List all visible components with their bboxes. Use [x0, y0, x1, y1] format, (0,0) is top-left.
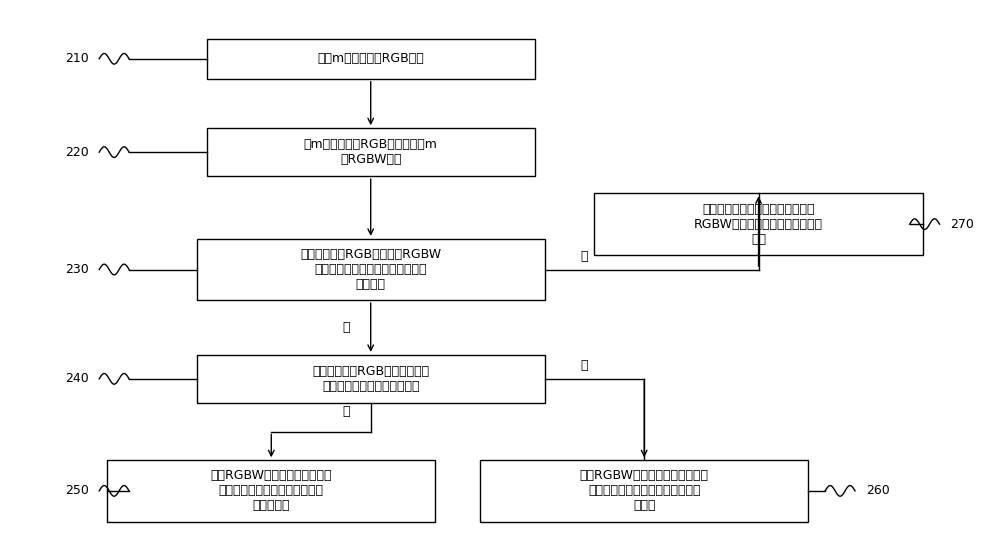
- Text: 是: 是: [342, 405, 350, 418]
- Text: 基于高解析度RGB数据判断该九
宫像素块中是否包括饱和像素: 基于高解析度RGB数据判断该九 宫像素块中是否包括饱和像素: [312, 365, 429, 393]
- Text: 基于RGBW数据利用第一滤波方
法对九宫像素块中的中心像素进
行滤波处理: 基于RGBW数据利用第一滤波方 法对九宫像素块中的中心像素进 行滤波处理: [211, 469, 332, 513]
- Text: 270: 270: [950, 218, 974, 231]
- Text: 240: 240: [65, 372, 89, 385]
- Text: 220: 220: [65, 146, 89, 158]
- Text: 将m组高解析度RGB数据转换为m
组RGBW数据: 将m组高解析度RGB数据转换为m 组RGBW数据: [304, 138, 438, 166]
- Text: 250: 250: [65, 485, 89, 497]
- FancyBboxPatch shape: [207, 39, 535, 79]
- FancyBboxPatch shape: [480, 460, 808, 522]
- FancyBboxPatch shape: [107, 460, 435, 522]
- Text: 260: 260: [866, 485, 890, 497]
- FancyBboxPatch shape: [594, 194, 923, 255]
- FancyBboxPatch shape: [197, 355, 545, 403]
- FancyBboxPatch shape: [207, 128, 535, 176]
- Text: 否: 否: [581, 250, 588, 262]
- Text: 是: 是: [342, 321, 350, 334]
- Text: 接收m组高解析度RGB数据: 接收m组高解析度RGB数据: [317, 52, 424, 65]
- Text: 230: 230: [65, 263, 89, 276]
- Text: 基于高解析度RGB数据判断RGBW
显示装置的九宫像素块中是否包括
边缘像素: 基于高解析度RGB数据判断RGBW 显示装置的九宫像素块中是否包括 边缘像素: [300, 248, 441, 291]
- Text: 210: 210: [65, 52, 89, 65]
- Text: 基于RGBW数据利用第二滤波方法
对九宫像素块中的中心像素进行滤
波处理: 基于RGBW数据利用第二滤波方法 对九宫像素块中的中心像素进行滤 波处理: [580, 469, 709, 513]
- Text: 利用最小化误差反馈自适应方法对
RGBW显示装置的非边缘像素进行
处理: 利用最小化误差反馈自适应方法对 RGBW显示装置的非边缘像素进行 处理: [694, 203, 823, 246]
- FancyBboxPatch shape: [197, 239, 545, 300]
- Text: 否: 否: [581, 359, 588, 372]
